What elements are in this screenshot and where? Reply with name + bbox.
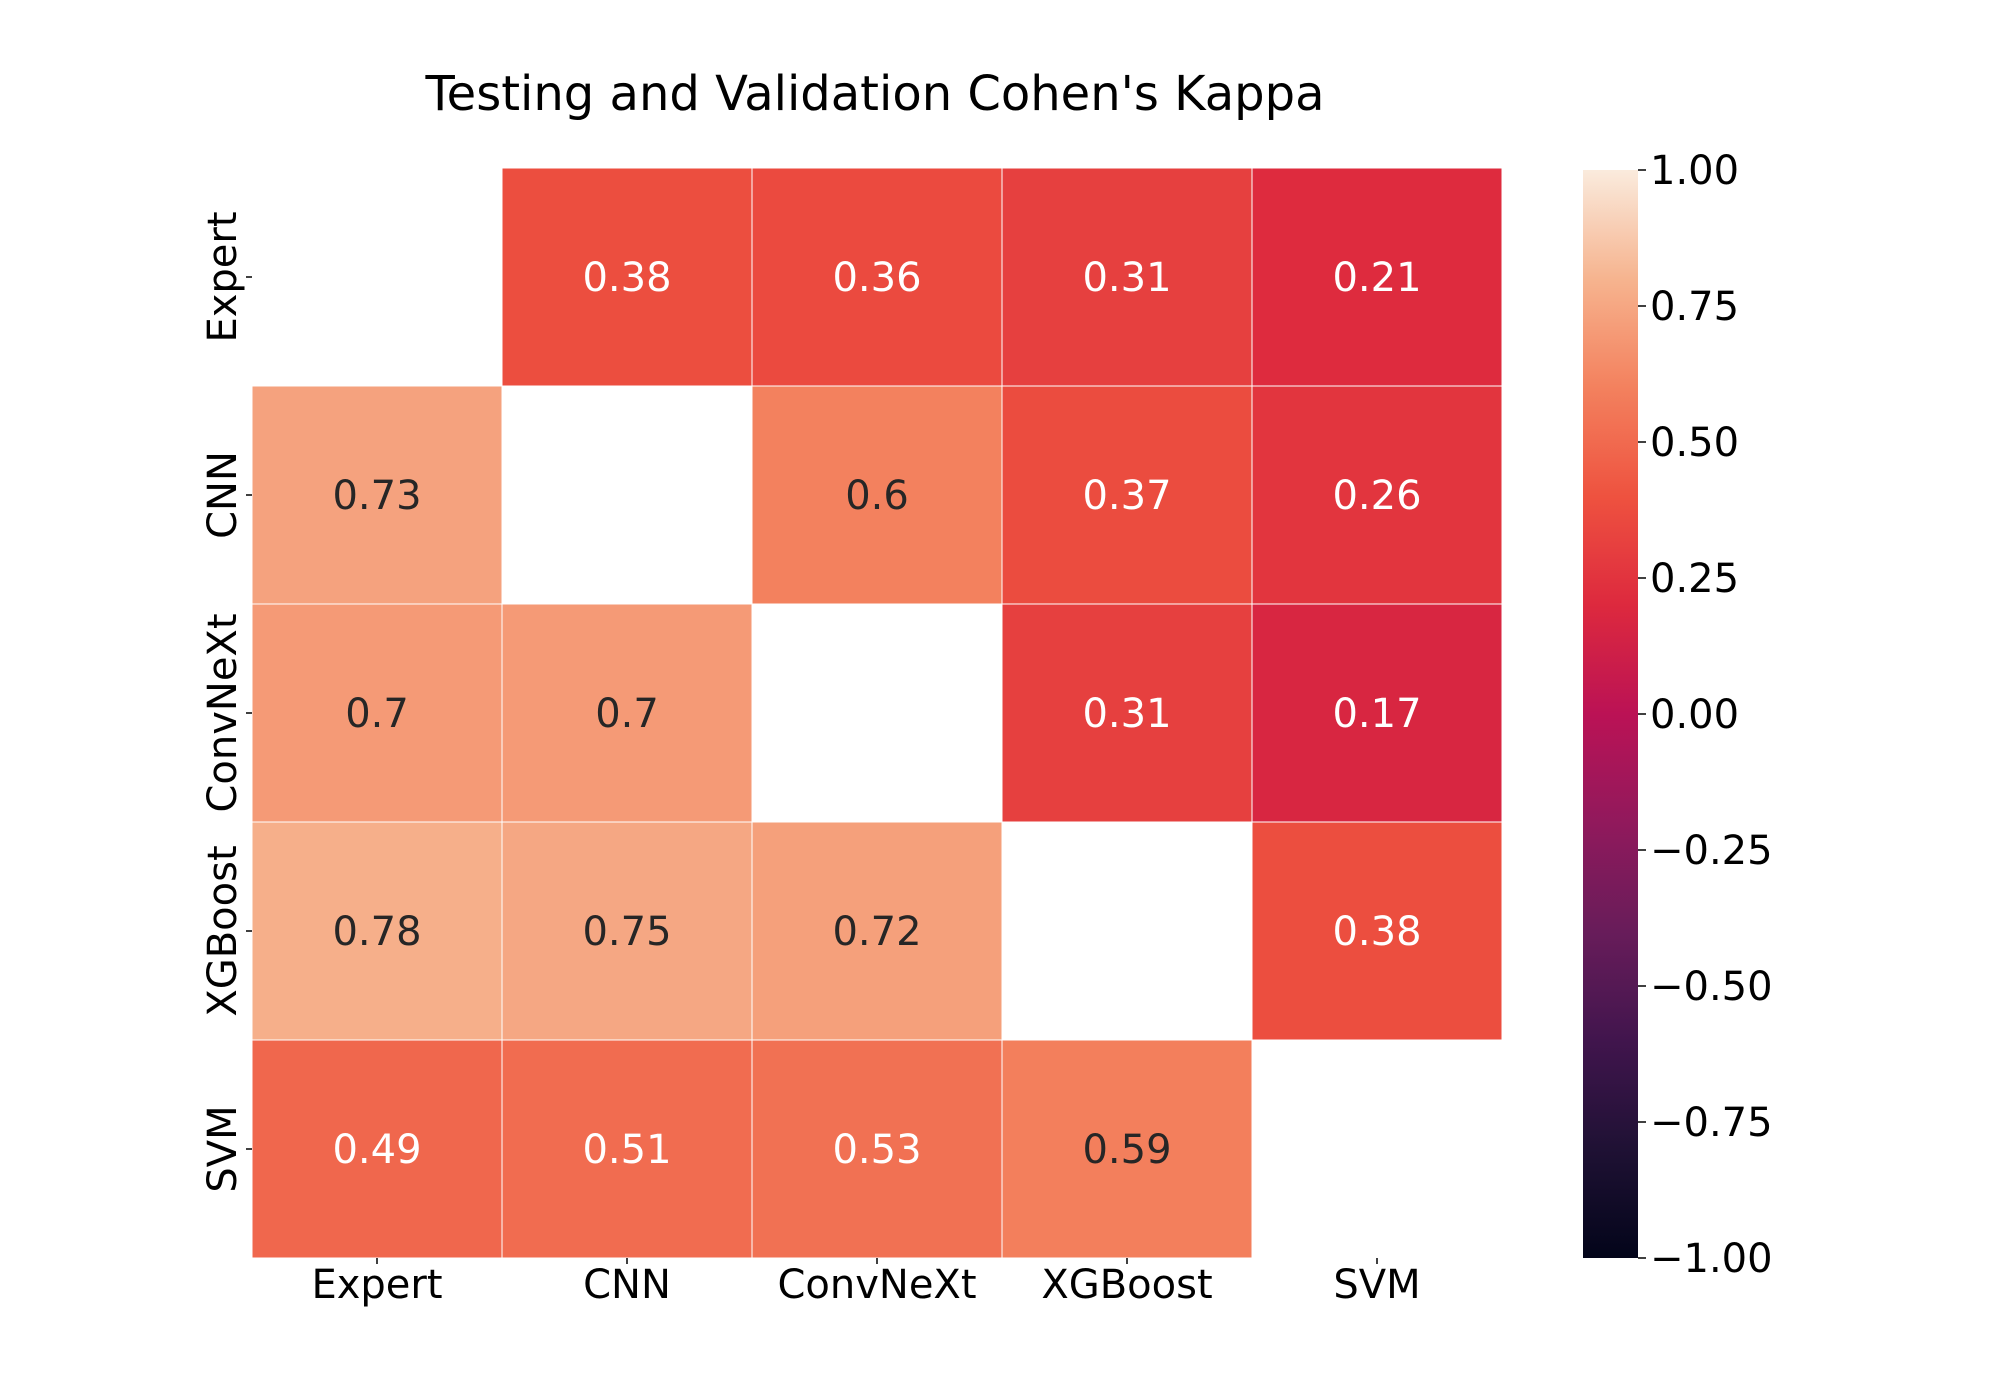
cell-value-label: 0.31 — [1082, 255, 1171, 301]
cell-value-label: 0.31 — [1082, 691, 1171, 737]
cell-value-label: 0.51 — [582, 1127, 671, 1173]
heatmap-cell — [1251, 167, 1503, 387]
cell-value-label: 0.38 — [582, 255, 671, 301]
heatmap-cell — [1001, 1039, 1253, 1259]
y-tick-label: CNN — [200, 451, 246, 539]
x-tick-label: CNN — [583, 1262, 671, 1308]
heatmap-cell — [1001, 385, 1253, 605]
colorbar: 1.00 0.75 0.50 0.25 0.00 −0.25 −0.50 −0.75 −1.00 — [1583, 148, 1773, 1282]
y-tick-label: Expert — [200, 211, 246, 342]
cell-value-label: 0.38 — [1332, 909, 1421, 955]
heatmap-cell — [501, 167, 753, 387]
colorbar-tick-label: 0.25 — [1650, 556, 1739, 602]
cell-value-label: 0.17 — [1332, 691, 1421, 737]
heatmap-cell — [1251, 603, 1503, 823]
cell-value-label: 0.59 — [1082, 1127, 1171, 1173]
heatmap-cell — [1251, 385, 1503, 605]
heatmap-cell — [1251, 821, 1503, 1041]
colorbar-tick-label: −1.00 — [1650, 1236, 1773, 1282]
cell-value-label: 0.7 — [595, 691, 659, 737]
colorbar-tick-label: 0.75 — [1650, 284, 1739, 330]
colorbar-gradient — [1583, 170, 1638, 1258]
heatmap-cell — [751, 821, 1003, 1041]
cell-value-label: 0.78 — [332, 909, 421, 955]
x-axis: Expert CNN ConvNeXt XGBoost SVM — [311, 1258, 1421, 1308]
cell-value-label: 0.53 — [832, 1127, 921, 1173]
cell-value-label: 0.21 — [1332, 255, 1421, 301]
heatmap-cell — [251, 385, 503, 605]
heatmap-cell — [251, 1039, 503, 1259]
y-tick-label: ConvNeXt — [200, 613, 246, 812]
x-tick-label: XGBoost — [1041, 1262, 1212, 1308]
cell-value-label: 0.6 — [845, 473, 909, 519]
colorbar-tick-label: −0.25 — [1650, 828, 1773, 874]
colorbar-tick-label: 1.00 — [1650, 148, 1739, 194]
y-tick-label: XGBoost — [200, 845, 246, 1016]
heatmap-cells: 0.38 0.36 0.31 0.21 0.73 0.6 0.37 0.26 0.7 0.7 0.3… — [251, 167, 1503, 1259]
cell-value-label: 0.26 — [1332, 473, 1421, 519]
cell-value-label: 0.7 — [345, 691, 409, 737]
x-tick-label: SVM — [1333, 1262, 1420, 1308]
heatmap-cell — [501, 603, 753, 823]
colorbar-tick-label: −0.75 — [1650, 1100, 1773, 1146]
cell-value-label: 0.72 — [832, 909, 921, 955]
colorbar-tick-label: 0.00 — [1650, 692, 1739, 738]
cell-value-label: 0.73 — [332, 473, 421, 519]
heatmap-cell — [501, 1039, 753, 1259]
cell-value-label: 0.75 — [582, 909, 671, 955]
x-tick-label: Expert — [311, 1262, 442, 1308]
cell-value-label: 0.49 — [332, 1127, 421, 1173]
x-tick-label: ConvNeXt — [777, 1262, 976, 1308]
heatmap-cell — [501, 821, 753, 1041]
heatmap-cell — [751, 385, 1003, 605]
y-tick-label: SVM — [200, 1105, 246, 1192]
heatmap-cell — [1001, 167, 1253, 387]
colorbar-tick-label: −0.50 — [1650, 964, 1773, 1010]
cell-value-label: 0.37 — [1082, 473, 1171, 519]
y-axis: Expert CNN ConvNeXt XGBoost SVM — [200, 211, 252, 1193]
cell-value-label: 0.36 — [832, 255, 921, 301]
heatmap-cell — [251, 821, 503, 1041]
heatmap-cell — [751, 1039, 1003, 1259]
heatmap-cell — [751, 167, 1003, 387]
colorbar-tick-label: 0.50 — [1650, 420, 1739, 466]
chart-title: Testing and Validation Cohen's Kappa — [425, 66, 1325, 122]
